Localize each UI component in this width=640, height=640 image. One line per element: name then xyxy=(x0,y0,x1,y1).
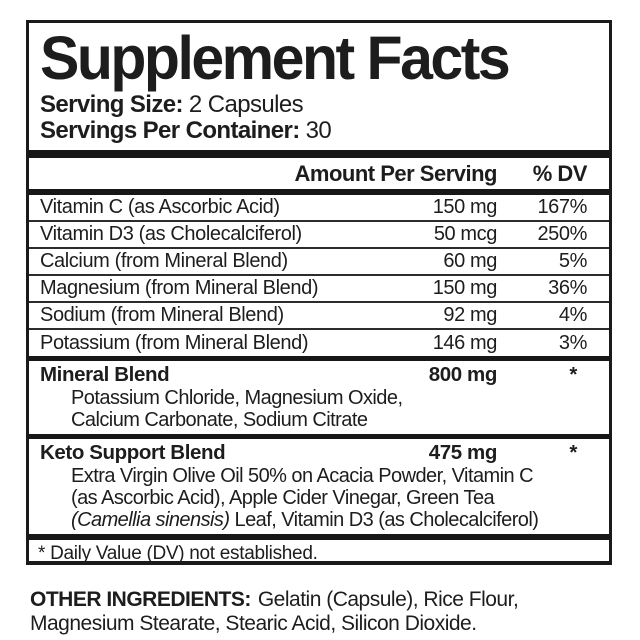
blend-ingredients-line: (as Ascorbic Acid), Apple Cider Vinegar,… xyxy=(71,487,495,509)
nutrient-name: Sodium (from Mineral Blend) xyxy=(40,304,284,326)
blend-name: Keto Support Blend xyxy=(40,440,226,464)
blend-amount: 475 mg xyxy=(428,440,498,464)
nutrient-dv: 36% xyxy=(548,277,587,299)
nutrient-name: Vitamin C (as Ascorbic Acid) xyxy=(40,196,280,218)
table-row: Potassium (from Mineral Blend) 146 mg 3% xyxy=(29,330,609,356)
mineral-blend-section: Mineral Blend 800 mg * Potassium Chlorid… xyxy=(29,361,609,432)
blend-dv-asterisk: * xyxy=(569,362,577,386)
divider-above-footnote xyxy=(29,534,609,540)
other-ingredients-label: OTHER INGREDIENTS: xyxy=(30,588,251,611)
blend-ingredients-line-rest: Leaf, Vitamin D3 (as Cholecalciferol) xyxy=(234,509,539,531)
nutrient-amount: 150 mg xyxy=(432,277,498,299)
table-header-row: Amount Per Serving % DV xyxy=(29,158,609,189)
amount-per-serving-header: Amount Per Serving xyxy=(294,160,498,186)
panel-title: Supplement Facts xyxy=(40,24,511,93)
supplement-facts-panel: Supplement Facts Serving Size: 2 Capsules… xyxy=(26,20,612,565)
nutrient-dv: 3% xyxy=(558,331,588,354)
blend-amount: 800 mg xyxy=(428,362,498,386)
table-row: Vitamin D3 (as Cholecalciferol) 50 mcg 2… xyxy=(29,222,609,249)
serving-size-value: 2 Capsules xyxy=(188,91,304,118)
serving-size-line: Serving Size: 2 Capsules xyxy=(40,92,609,118)
nutrient-dv: 167% xyxy=(537,196,587,218)
keto-support-blend-section: Keto Support Blend 475 mg * Extra Virgin… xyxy=(29,439,609,532)
nutrient-dv: 4% xyxy=(558,304,588,326)
nutrient-dv: 5% xyxy=(558,250,588,272)
blend-name: Mineral Blend xyxy=(40,362,170,386)
other-ingredients-text: Gelatin (Capsule), Rice Flour, Magnesium… xyxy=(30,588,519,635)
divider-above-keto-blend xyxy=(29,434,609,439)
blend-ingredients-line: (Camellia sinensis) Leaf, Vitamin D3 (as… xyxy=(29,509,609,531)
table-row: Sodium (from Mineral Blend) 92 mg 4% xyxy=(29,303,609,330)
botanical-name: (Camellia sinensis) xyxy=(71,509,230,531)
nutrient-name: Vitamin D3 (as Cholecalciferol) xyxy=(40,223,302,245)
serving-info: Serving Size: 2 Capsules Servings Per Con… xyxy=(29,85,609,144)
table-row: Magnesium (from Mineral Blend) 150 mg 36… xyxy=(29,276,609,303)
blend-ingredients-line: Calcium Carbonate, Sodium Citrate xyxy=(71,409,368,431)
servings-per-container-line: Servings Per Container: 30 xyxy=(40,118,609,144)
nutrient-amount: 60 mg xyxy=(443,250,497,272)
supplement-label-page: Supplement Facts Serving Size: 2 Capsules… xyxy=(0,20,640,640)
daily-value-footnote: * Daily Value (DV) not established. xyxy=(38,543,318,564)
table-row: Vitamin C (as Ascorbic Acid) 150 mg 167% xyxy=(29,195,609,222)
divider-under-header xyxy=(29,189,609,195)
blend-header-row: Mineral Blend 800 mg * xyxy=(29,361,609,387)
nutrient-amount: 92 mg xyxy=(443,304,497,326)
divider-above-mineral-blend xyxy=(29,356,609,361)
table-row: Calcium (from Mineral Blend) 60 mg 5% xyxy=(29,249,609,276)
blend-ingredients-line: Potassium Chloride, Magnesium Oxide, xyxy=(71,387,403,409)
servings-per-container-value: 30 xyxy=(305,117,332,144)
nutrient-name: Calcium (from Mineral Blend) xyxy=(40,250,288,272)
servings-per-container-label: Servings Per Container: xyxy=(40,117,300,144)
nutrient-amount: 150 mg xyxy=(432,196,498,218)
blend-header-row: Keto Support Blend 475 mg * xyxy=(29,439,609,465)
divider-thick-top xyxy=(29,150,609,158)
nutrient-name: Potassium (from Mineral Blend) xyxy=(40,331,309,354)
other-ingredients: OTHER INGREDIENTS: Gelatin (Capsule), Ric… xyxy=(30,588,610,635)
nutrient-amount: 146 mg xyxy=(432,331,498,354)
percent-dv-header: % DV xyxy=(532,160,588,186)
blend-ingredients-line: Extra Virgin Olive Oil 50% on Acacia Pow… xyxy=(71,465,534,487)
nutrient-amount: 50 mcg xyxy=(433,223,498,245)
nutrient-name: Magnesium (from Mineral Blend) xyxy=(40,277,319,299)
serving-size-label: Serving Size: xyxy=(40,91,184,118)
blend-dv-asterisk: * xyxy=(569,440,577,464)
nutrient-dv: 250% xyxy=(537,223,587,245)
